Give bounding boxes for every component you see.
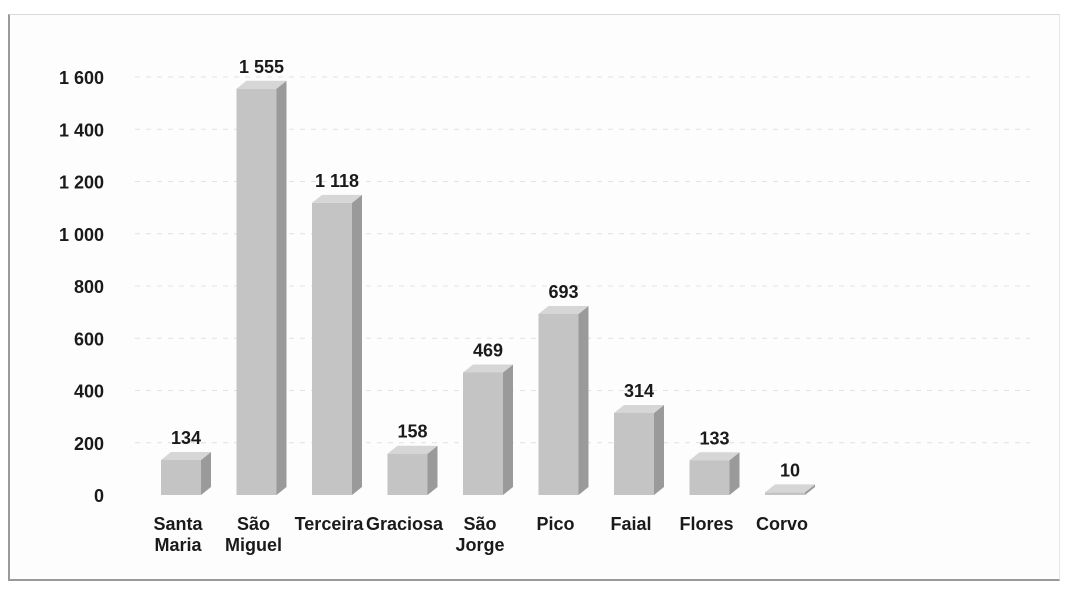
- bar-top: [312, 194, 362, 203]
- bar: [765, 484, 815, 495]
- bar: [236, 80, 287, 495]
- bar-front: [689, 460, 730, 495]
- bar-side: [276, 80, 287, 495]
- data-label: 158: [397, 422, 427, 442]
- data-label: 1 118: [315, 171, 359, 191]
- bar-front: [236, 88, 277, 495]
- bar: [312, 194, 362, 496]
- data-label: 133: [699, 428, 729, 448]
- x-category-label: Faial: [610, 514, 651, 534]
- bar-top: [765, 484, 815, 493]
- x-category-label-line: Flores: [679, 514, 733, 534]
- bar-side: [503, 364, 513, 495]
- data-label: 693: [548, 282, 578, 302]
- x-category-label-line: Graciosa: [366, 514, 444, 534]
- data-label: 469: [473, 340, 503, 360]
- x-category-label-line: Pico: [536, 514, 574, 534]
- data-label: 314: [624, 381, 654, 401]
- bar-front: [161, 459, 201, 495]
- bar: [161, 451, 211, 495]
- bar-side: [578, 305, 589, 495]
- bar-top: [387, 445, 438, 454]
- y-tick-label: 400: [74, 382, 104, 402]
- bar-front: [538, 313, 579, 495]
- bar-front: [463, 372, 503, 495]
- bar-side: [654, 404, 664, 495]
- x-category-label-line: São: [237, 514, 270, 534]
- bar: [689, 452, 740, 495]
- bar-side: [201, 451, 211, 495]
- y-tick-label: 0: [94, 486, 104, 506]
- x-category-label: Terceira: [295, 514, 365, 534]
- bar-top: [161, 451, 211, 460]
- x-category-label-line: Maria: [154, 535, 202, 555]
- data-label: 134: [171, 428, 201, 448]
- x-category-label: Corvo: [756, 514, 808, 534]
- bar-side: [805, 484, 815, 495]
- data-label: 10: [780, 460, 800, 480]
- x-category-label-line: São: [463, 514, 496, 534]
- bar-front: [765, 492, 805, 495]
- bar-top: [689, 452, 740, 461]
- x-category-label-line: Miguel: [225, 535, 282, 555]
- x-category-label-line: Santa: [153, 514, 203, 534]
- bar-top: [236, 80, 287, 89]
- x-category-label: São Miguel: [225, 514, 282, 555]
- bar-front: [312, 202, 352, 496]
- x-category-label: São Jorge: [455, 514, 504, 555]
- y-tick-label: 200: [74, 434, 104, 454]
- bar-front: [387, 453, 428, 495]
- x-category-label: Graciosa: [366, 514, 444, 534]
- y-tick-label: 800: [74, 277, 104, 297]
- bar: [387, 445, 438, 495]
- y-tick-label: 600: [74, 329, 104, 349]
- bar-top: [538, 305, 589, 314]
- bar: [463, 364, 513, 495]
- y-tick-label: 1 200: [59, 173, 104, 193]
- bar-top: [614, 404, 664, 413]
- x-category-label: Flores: [679, 514, 733, 534]
- data-label: 1 555: [239, 57, 284, 77]
- x-category-label: Pico: [536, 514, 574, 534]
- x-category-label-line: Faial: [610, 514, 651, 534]
- y-tick-label: 1 600: [59, 68, 104, 88]
- x-category-label-line: Corvo: [756, 514, 808, 534]
- x-category-label-line: Jorge: [455, 535, 504, 555]
- y-tick-label: 1 000: [59, 225, 104, 245]
- bar-side: [729, 452, 740, 495]
- x-category-label: Santa Maria: [153, 514, 203, 555]
- bar-top: [463, 364, 513, 373]
- bar-side: [427, 445, 438, 495]
- bar: [538, 305, 589, 495]
- y-tick-label: 1 400: [59, 120, 104, 140]
- bar: [614, 404, 664, 495]
- bar-side: [352, 194, 362, 496]
- x-category-label-line: Terceira: [295, 514, 365, 534]
- bar-front: [614, 412, 654, 495]
